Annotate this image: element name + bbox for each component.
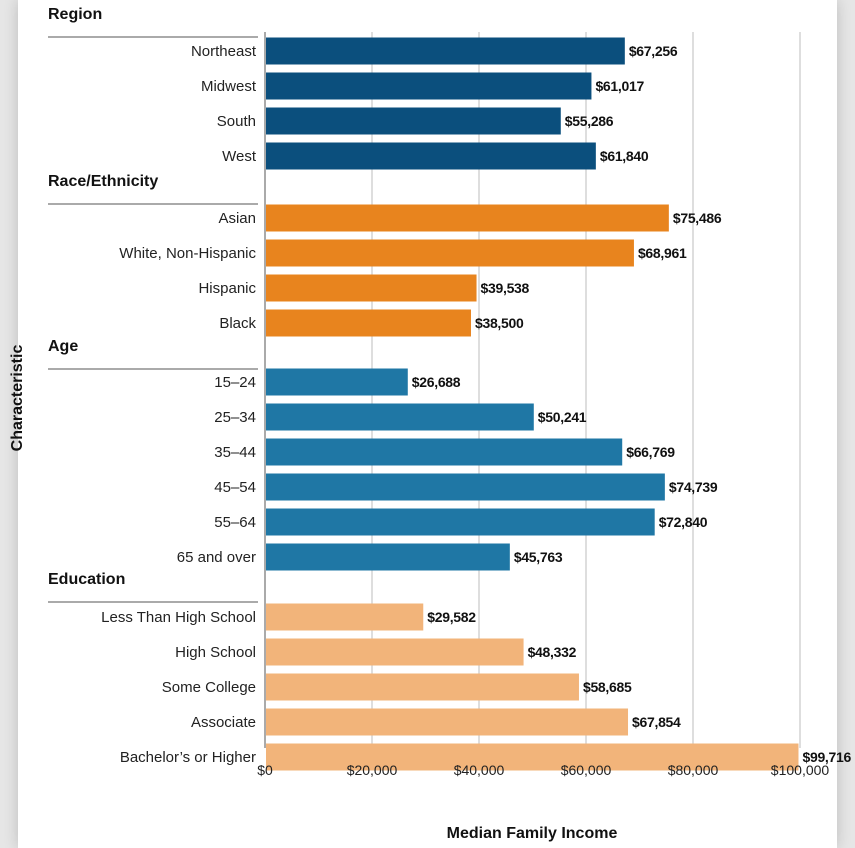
value-label: $66,769 <box>626 444 675 460</box>
category-label: 55–64 <box>214 514 256 531</box>
category-label: Midwest <box>201 78 257 95</box>
bar <box>266 274 477 302</box>
value-label: $58,685 <box>583 679 632 695</box>
labels: $0 $20,000 $40,000 $60,000 $80,000 $100,000 Re… <box>48 6 852 778</box>
category-label: Asian <box>218 210 256 227</box>
category-label: Hispanic <box>198 280 256 297</box>
value-label: $48,332 <box>528 644 577 660</box>
category-label: Black <box>219 315 256 332</box>
x-tick-label: $60,000 <box>561 762 612 778</box>
bar <box>266 603 424 631</box>
x-axis-title: Median Family Income <box>447 825 618 842</box>
value-label: $50,241 <box>538 409 587 425</box>
value-label: $75,486 <box>673 210 722 226</box>
category-label: Northeast <box>191 43 257 60</box>
category-label: 15–24 <box>214 374 256 391</box>
value-label: $55,286 <box>565 113 614 129</box>
bar <box>266 239 634 267</box>
category-label: South <box>217 113 256 130</box>
category-label: White, Non-Hispanic <box>119 245 256 262</box>
group-title: Age <box>48 338 78 355</box>
category-label: West <box>222 148 257 165</box>
bar <box>266 673 579 701</box>
bar <box>266 403 534 431</box>
bar <box>266 368 408 396</box>
x-tick-label: $20,000 <box>347 762 398 778</box>
value-label: $26,688 <box>412 374 461 390</box>
bar <box>266 508 655 536</box>
bars <box>266 37 799 771</box>
value-label: $29,582 <box>427 609 476 625</box>
bar <box>266 309 471 337</box>
value-label: $61,017 <box>595 78 644 94</box>
bar <box>266 142 596 170</box>
category-label: Bachelor’s or Higher <box>120 749 256 766</box>
value-label: $74,739 <box>669 479 718 495</box>
bar <box>266 37 625 65</box>
bar <box>266 543 510 571</box>
group-title: Education <box>48 571 125 588</box>
category-label: Less Than High School <box>101 609 256 626</box>
x-tick-label: $40,000 <box>454 762 505 778</box>
category-label: High School <box>175 644 256 661</box>
category-label: 65 and over <box>177 549 256 566</box>
value-label: $67,256 <box>629 43 678 59</box>
bar <box>266 743 799 771</box>
x-tick-label: $80,000 <box>668 762 719 778</box>
value-label: $72,840 <box>659 514 708 530</box>
value-label: $38,500 <box>475 315 524 331</box>
group-title: Region <box>48 6 102 23</box>
group-title: Race/Ethnicity <box>48 173 158 190</box>
category-label: 35–44 <box>214 444 256 461</box>
category-label: 45–54 <box>214 479 256 496</box>
category-label: Associate <box>191 714 256 731</box>
value-label: $68,961 <box>638 245 687 261</box>
category-label: 25–34 <box>214 409 256 426</box>
value-label: $39,538 <box>481 280 530 296</box>
bar <box>266 204 669 232</box>
category-label: Some College <box>162 679 256 696</box>
x-tick-label: $100,000 <box>771 762 830 778</box>
bar <box>266 638 524 666</box>
bar <box>266 473 665 501</box>
value-label: $45,763 <box>514 549 563 565</box>
value-label: $61,840 <box>600 148 649 164</box>
value-label: $67,854 <box>632 714 681 730</box>
y-axis-title: Characteristic <box>9 345 26 452</box>
x-tick-label: $0 <box>257 762 273 778</box>
value-label: $99,716 <box>802 749 851 765</box>
bar <box>266 72 592 100</box>
bar <box>266 107 561 135</box>
bar <box>266 708 629 736</box>
bar <box>266 438 623 466</box>
